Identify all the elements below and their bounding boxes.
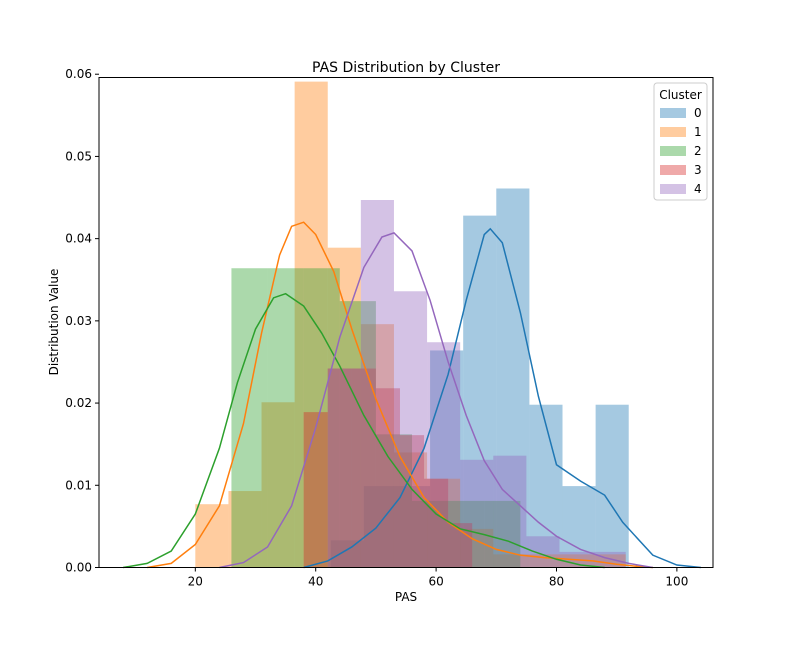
bar-cluster-0-1 [363,486,397,568]
y-tick-label: 0.01 [65,478,92,492]
bar-cluster-1-4 [327,247,361,568]
bar-cluster-0-2 [396,486,431,568]
chart-title: PAS Distribution by Cluster [312,60,500,76]
legend-items: 0 1 2 3 4 [660,106,702,196]
bar-cluster-2-0 [231,268,268,568]
x-axis-label: PAS [395,590,417,604]
bar-cluster-1-7 [427,478,461,568]
bar-cluster-4-6 [526,536,560,568]
bar-cluster-4-3 [427,342,461,568]
legend-box [653,82,708,201]
x-tick-label: 20 [188,575,203,589]
y-tick-label: 0.04 [65,232,92,246]
bar-cluster-3-2 [351,368,376,568]
bar-cluster-1-9 [493,554,527,568]
bar-cluster-2-2 [303,268,340,568]
bar-cluster-4-2 [393,291,428,568]
kde-line-cluster-4 [219,232,653,569]
legend-label-4: 4 [694,182,702,196]
legend-swatch-0 [660,108,686,118]
y-tick-label: 0.05 [65,149,92,163]
x-tick-label: 60 [428,575,443,589]
bar-cluster-0-7 [562,486,596,568]
bar-cluster-3-0 [303,412,328,568]
bar-cluster-0-8 [595,404,629,568]
bar-cluster-2-4 [375,434,413,568]
y-axis-ticks: 0.00 0.01 0.02 0.03 0.04 0.05 0.06 [65,67,99,575]
y-tick-label: 0.00 [65,561,92,575]
kde-line-cluster-0 [303,227,702,569]
kde-curves [122,221,702,569]
bar-cluster-0-6 [529,404,563,568]
legend-swatch-1 [660,127,686,137]
bar-cluster-2-5 [412,500,449,568]
bar-cluster-1-11 [559,554,593,568]
y-tick-label: 0.06 [65,67,92,81]
plot-frame [98,77,714,568]
bar-cluster-2-1 [267,268,304,568]
legend-swatch-2 [660,146,686,156]
kde-line-cluster-1 [147,221,653,569]
legend-swatch-4 [660,184,686,194]
bar-cluster-3-5 [424,478,449,568]
bar-cluster-3-3 [375,388,400,568]
bar-cluster-0-5 [496,188,530,568]
legend: Cluster 0 1 2 3 4 [653,82,708,201]
bar-cluster-4-4 [460,459,494,568]
bar-cluster-4-5 [493,455,527,568]
bar-cluster-1-3 [294,81,328,568]
legend-label-1: 1 [694,125,702,139]
legend-swatch-3 [660,165,686,175]
histogram-bars [195,81,629,568]
x-tick-label: 80 [549,575,564,589]
bar-cluster-2-7 [484,500,521,568]
x-tick-label: 40 [308,575,323,589]
legend-label-2: 2 [694,144,702,158]
x-tick-label: 100 [665,575,688,589]
x-axis-ticks: 20 40 60 80 100 [188,567,688,589]
y-axis-label: Distribution Value [47,269,61,376]
kde-line-cluster-2 [122,292,605,569]
bar-cluster-0-0 [330,540,364,568]
bar-cluster-4-0 [327,368,361,568]
bar-cluster-0-3 [430,350,464,568]
bar-cluster-1-2 [261,402,295,568]
y-tick-label: 0.02 [65,396,92,410]
y-tick-label: 0.03 [65,314,92,328]
legend-label-3: 3 [694,163,702,177]
bar-cluster-0-4 [463,215,497,568]
bar-cluster-3-1 [327,368,352,568]
bar-cluster-4-1 [360,200,394,568]
legend-label-0: 0 [694,106,702,120]
legend-title: Cluster [659,88,702,102]
